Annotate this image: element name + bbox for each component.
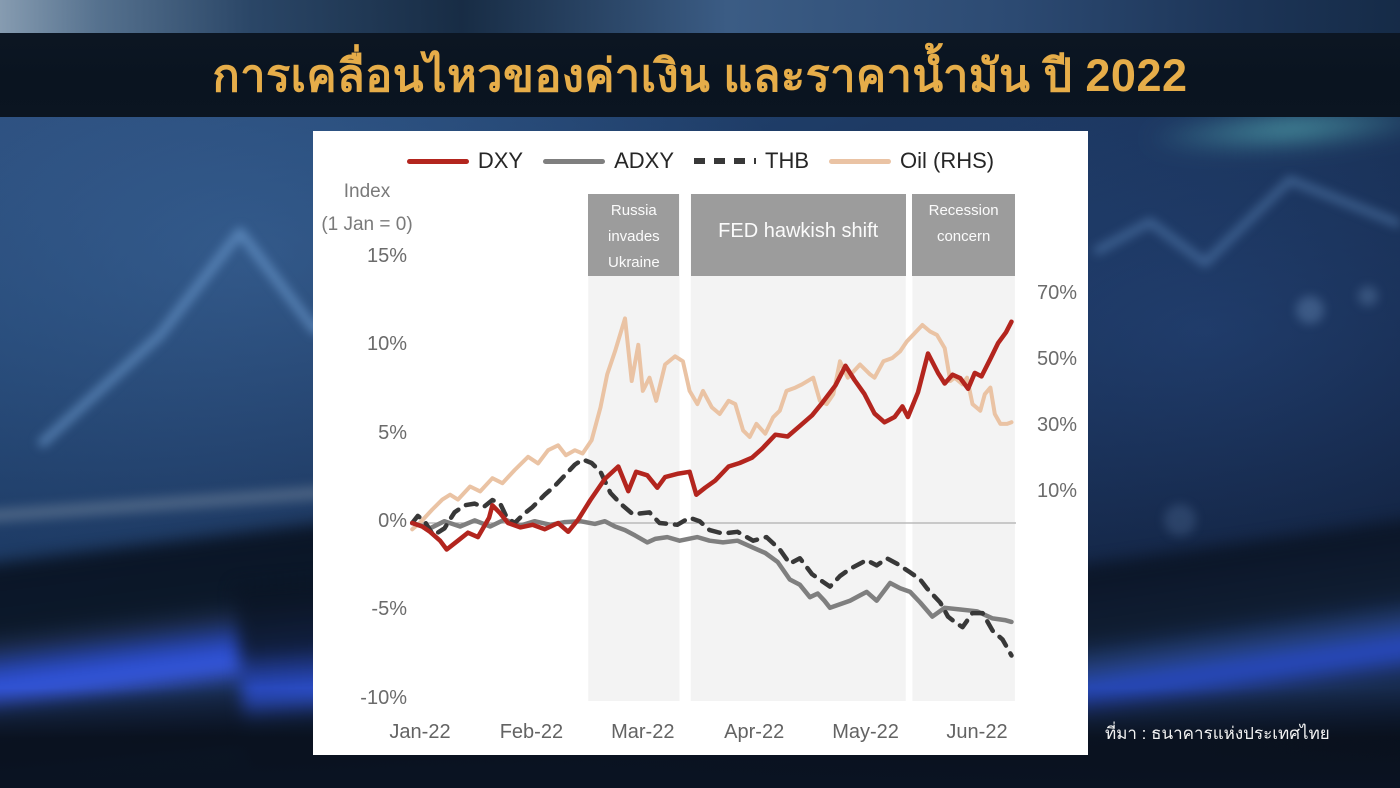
tick-label: -5%: [371, 598, 407, 621]
tick-label: 0%: [378, 510, 407, 532]
legend-swatch-icon: [406, 158, 469, 164]
tick-label: May-22: [832, 721, 899, 743]
legend-item-adxy: ADXY: [543, 148, 674, 174]
event-band: [690, 194, 906, 701]
tick-label: 10%: [366, 333, 407, 356]
legend-label: ADXY: [614, 148, 675, 173]
event-label-line: concern: [936, 228, 991, 245]
tick-label: -10%: [360, 686, 407, 709]
studio-top-strip: [0, 0, 1400, 34]
series-line-oilrhs: [410, 316, 1014, 532]
series-line-adxy: [409, 517, 1014, 625]
legend-item-oilrhs: Oil (RHS): [829, 148, 994, 174]
tick-label: Apr-22: [724, 721, 785, 743]
event-label-line: Recession: [928, 202, 999, 219]
tick-label: Jan-22: [389, 721, 451, 743]
legend-swatch-icon: [543, 158, 606, 164]
chart-legend: DXY ADXY THB Oil (RHS): [313, 148, 1088, 174]
legend-label: THB: [765, 148, 810, 173]
headline-title: การเคลื่อนไหวของค่าเงิน และราคาน้ำมัน ปี…: [212, 50, 1188, 101]
left-axis-title-line2: (1 Jan = 0): [321, 214, 413, 235]
legend-label: DXY: [477, 148, 524, 173]
tick-label: 5%: [378, 421, 407, 444]
plot-area: [409, 194, 1016, 701]
event-label-line: invades: [607, 228, 660, 245]
event-label-box: Recession concern: [912, 194, 1015, 276]
tick-label: 50%: [1037, 348, 1078, 371]
tick-label: 15%: [366, 245, 407, 268]
left-axis-title: Index (1 Jan = 0): [319, 175, 415, 241]
event-label-box: FED hawkish shift: [690, 194, 906, 276]
event-label-box: Russia invades Ukraine: [588, 194, 680, 276]
source-credit: ที่มา : ธนาคารแห่งประเทศไทย: [1105, 724, 1330, 743]
event-label-line: Russia: [610, 202, 657, 219]
tick-label: 30%: [1037, 414, 1078, 437]
tick-label: 70%: [1037, 282, 1078, 305]
legend-label: Oil (RHS): [900, 148, 995, 173]
legend-swatch-icon: [829, 158, 892, 164]
tick-label: Jun-22: [946, 721, 1008, 743]
legend-item-thb: THB: [694, 148, 809, 174]
tick-label: Feb-22: [499, 721, 564, 743]
headline-bar: การเคลื่อนไหวของค่าเงิน และราคาน้ำมัน ปี…: [0, 33, 1400, 117]
series-line-dxy: [409, 319, 1014, 552]
legend-item-dxy: DXY: [406, 148, 524, 174]
event-label-line: FED hawkish shift: [718, 220, 879, 242]
series-line-thb: [409, 457, 1014, 658]
legend-swatch-icon: [694, 158, 757, 164]
tick-label: 10%: [1037, 480, 1078, 503]
left-axis-title-line1: Index: [343, 181, 391, 202]
chart-panel: DXY ADXY THB Oil (RHS) Index (1 Jan = 0) Ru…: [313, 131, 1088, 755]
event-band: [588, 194, 680, 701]
tick-label: Mar-22: [611, 721, 675, 743]
event-label-line: Ukraine: [607, 254, 660, 271]
